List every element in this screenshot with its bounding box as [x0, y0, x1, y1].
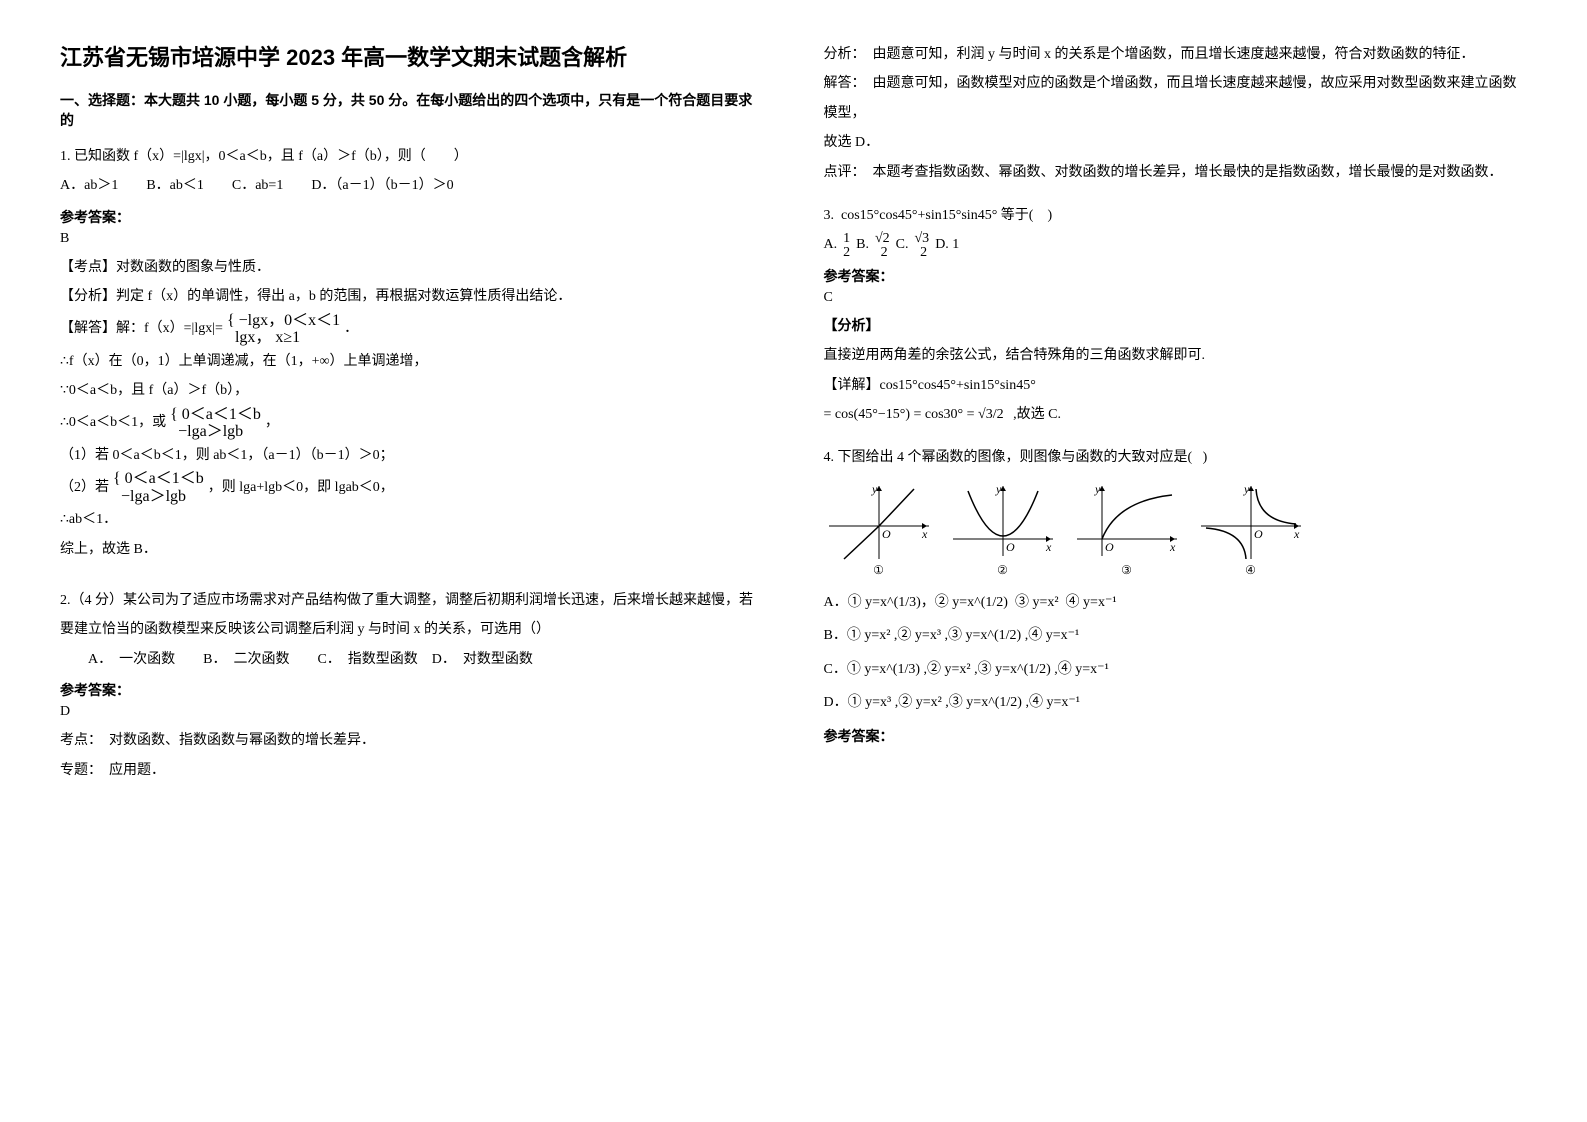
q3-fenxi: 直接逆用两角差的余弦公式，结合特殊角的三角函数求解即可. [824, 341, 1528, 370]
q1-jie7: ∴ab＜1． [60, 505, 764, 534]
q4-options: A．① y=x^(1/3)，② y=x^(1/2) ③ y=x² ④ y=x⁻¹… [824, 586, 1528, 720]
chart-1-y-label: y [871, 482, 878, 496]
q4-chart-2-index: ② [997, 563, 1008, 578]
q3-xiangjie-label: 【详解】cos15°cos45°+sin15°sin45° [824, 371, 1528, 400]
chart-3-svg: y x O [1072, 481, 1182, 561]
doc-title: 江苏省无锡市培源中学 2023 年高一数学文期末试题含解析 [60, 40, 764, 72]
q3-opt-d: D. 1 [935, 230, 959, 259]
q2-kaodian: 考点： 对数函数、指数函数与幂函数的增长差异． [60, 726, 764, 755]
q1-jie5: （1）若 0＜a＜b＜1，则 ab＜1，（a－1）（b－1）＞0； [60, 441, 764, 470]
q1-answer-label: 参考答案： [60, 207, 764, 227]
q2-xuan: 故选 D． [824, 128, 1528, 157]
q3-fenxi-label: 【分析】 [824, 312, 1528, 341]
q1-jie-row6: （2）若 { 0＜a＜1＜b −lga＞lgb ，则 lga+lgb＜0，即 l… [60, 470, 764, 505]
q2-options: A． 一次函数 B． 二次函数 C． 指数型函数 D． 对数型函数 [60, 645, 764, 674]
question-4: 4. 下图给出 4 个幂函数的图像，则图像与函数的大致对应是( ) y x O … [824, 443, 1528, 750]
q3-answer-label: 参考答案： [824, 266, 1528, 286]
q4-opt-c: C．① y=x^(1/3) ,② y=x² ,③ y=x^(1/2) ,④ y=… [824, 653, 1528, 687]
left-column: 江苏省无锡市培源中学 2023 年高一数学文期末试题含解析 一、选择题：本大题共… [60, 40, 764, 793]
question-3: 3. cos15°cos45°+sin15°sin45° 等于( ) A. 1 … [824, 201, 1528, 429]
q3-xiangjie-eq-row: = cos(45°−15°) = cos30° = √3/2 ,故选 C. [824, 400, 1528, 429]
q1-kaodian: 【考点】对数函数的图象与性质． [60, 253, 764, 282]
q1-options: A．ab＞1 B．ab＜1 C．ab=1 D．（a－1）（b－1）＞0 [60, 171, 764, 200]
chart-1-svg: y x O [824, 481, 934, 561]
q3-opt-c-prefix: C. [896, 230, 909, 259]
q4-chart-4: y x O ④ [1196, 481, 1306, 578]
q4-opt-b: B．① y=x² ,② y=x³ ,③ y=x^(1/2) ,④ y=x⁻¹ [824, 619, 1528, 653]
q1-stem: 1. 已知函数 f（x）=|lgx|，0＜a＜b，且 f（a）＞f（b），则（ … [60, 142, 764, 171]
chart-2-o-label: O [1006, 540, 1015, 554]
q1-piecewise-1: { −lgx，0＜x＜1 lgx， x≥1 [227, 312, 340, 347]
q1-jie-row1: 【解答】解：f（x）=|lgx|= { −lgx，0＜x＜1 lgx， x≥1 … [60, 312, 764, 347]
chart-3-y-label: y [1094, 482, 1101, 496]
q4-chart-1: y x O ① [824, 481, 934, 578]
q2-zhuanti: 专题： 应用题． [60, 756, 764, 785]
q3-stem: 3. cos15°cos45°+sin15°sin45° 等于( ) [824, 201, 1528, 230]
q4-chart-3-index: ③ [1121, 563, 1132, 578]
q3-opt-b-prefix: B. [856, 230, 869, 259]
q1-jie4a: ∴0＜a＜b＜1，或 [60, 408, 166, 437]
chart-1-o-label: O [882, 527, 891, 541]
question-1: 1. 已知函数 f（x）=|lgx|，0＜a＜b，且 f（a）＞f（b），则（ … [60, 142, 764, 564]
q3-opt-a: 1 2 [843, 232, 850, 260]
chart-4-svg: y x O [1196, 481, 1306, 561]
q1-piecewise-2: { 0＜a＜1＜b −lga＞lgb [170, 406, 261, 441]
question-2: 2.（4 分）某公司为了适应市场需求对产品结构做了重大调整，调整后初期利润增长迅… [60, 586, 764, 785]
chart-4-y-label: y [1243, 482, 1250, 496]
q1-jie4b: ， [265, 408, 279, 437]
chart-2-svg: y x O [948, 481, 1058, 561]
q2-fenxi: 分析： 由题意可知，利润 y 与时间 x 的关系是个增函数，而且增长速度越来越慢… [824, 40, 1528, 69]
q1-jie1: 【解答】解：f（x）=|lgx|= [60, 314, 223, 343]
q1-jie2: ∴f（x）在（0，1）上单调递减，在（1，+∞）上单调递增， [60, 347, 764, 376]
q3-answer: C [824, 290, 1528, 306]
q1-jie8: 综上，故选 B． [60, 535, 764, 564]
q1-jie1b: ． [344, 314, 358, 343]
q3-options-row: A. 1 2 B. √2 2 C. √3 2 D. 1 [824, 230, 1528, 259]
q1-fenxi: 【分析】判定 f（x）的单调性，得出 a，b 的范围，再根据对数运算性质得出结论… [60, 282, 764, 311]
chart-2-y-label: y [995, 482, 1002, 496]
q1-jie3: ∵0＜a＜b，且 f（a）＞f（b）， [60, 376, 764, 405]
chart-1-x-label: x [921, 527, 928, 541]
q2-answer: D [60, 704, 764, 720]
q4-stem: 4. 下图给出 4 个幂函数的图像，则图像与函数的大致对应是( ) [824, 443, 1528, 472]
q1-jie6b: ，则 lga+lgb＜0，即 lgab＜0， [208, 473, 394, 502]
chart-4-x-label: x [1293, 527, 1300, 541]
q3-opt-c: √3 2 [915, 232, 930, 260]
q4-answer-label: 参考答案： [824, 726, 1528, 746]
q1-answer: B [60, 231, 764, 247]
q2-dianping: 点评： 本题考查指数函数、幂函数、对数函数的增长差异，增长最快的是指数函数，增长… [824, 158, 1528, 187]
q4-chart-2: y x O ② [948, 481, 1058, 578]
q3-opt-a-prefix: A. [824, 230, 838, 259]
q2-answer-label: 参考答案： [60, 680, 764, 700]
q4-opt-d: D．① y=x³ ,② y=x² ,③ y=x^(1/2) ,④ y=x⁻¹ [824, 686, 1528, 720]
q4-chart-3: y x O ③ [1072, 481, 1182, 578]
q3-xj-eq: = cos(45°−15°) = cos30° = √3/2 [824, 400, 1004, 429]
q4-chart-4-index: ④ [1245, 563, 1256, 578]
q1-jie6a: （2）若 [60, 473, 109, 502]
right-column: 分析： 由题意可知，利润 y 与时间 x 的关系是个增函数，而且增长速度越来越慢… [824, 40, 1528, 793]
chart-3-x-label: x [1169, 540, 1176, 554]
chart-4-o-label: O [1254, 527, 1263, 541]
q3-opt-b: √2 2 [875, 232, 890, 260]
q2-stem: 2.（4 分）某公司为了适应市场需求对产品结构做了重大调整，调整后初期利润增长迅… [60, 586, 764, 645]
q3-xj-tail: ,故选 C. [1010, 400, 1061, 429]
chart-2-x-label: x [1045, 540, 1052, 554]
q4-chart-1-index: ① [873, 563, 884, 578]
q4-charts-row: y x O ① y x O ② [824, 481, 1528, 578]
section-1-heading: 一、选择题：本大题共 10 小题，每小题 5 分，共 50 分。在每小题给出的四… [60, 90, 764, 130]
chart-3-o-label: O [1105, 540, 1114, 554]
q1-piecewise-3: { 0＜a＜1＜b −lga＞lgb [113, 470, 204, 505]
q2-jieda: 解答： 由题意可知，函数模型对应的函数是个增函数，而且增长速度越来越慢，故应采用… [824, 69, 1528, 128]
q4-opt-a: A．① y=x^(1/3)，② y=x^(1/2) ③ y=x² ④ y=x⁻¹ [824, 586, 1528, 620]
q1-jie-row4: ∴0＜a＜b＜1，或 { 0＜a＜1＜b −lga＞lgb ， [60, 406, 764, 441]
